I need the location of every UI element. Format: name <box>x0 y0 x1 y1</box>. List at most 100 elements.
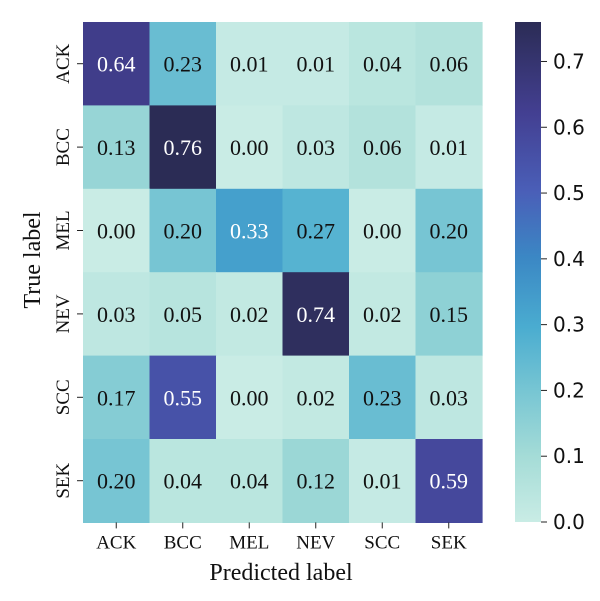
cell-value-label: 0.03 <box>97 302 136 327</box>
heatmap-cell-scc-scc <box>349 355 417 440</box>
cell-value-label: 0.12 <box>297 469 336 494</box>
x-axis-title: Predicted label <box>209 560 353 586</box>
heatmap-cell-nev-sek <box>415 272 483 357</box>
heatmap-cell-sek-bcc <box>149 439 217 523</box>
y-tick-label-ack: ACK <box>53 43 74 83</box>
heatmap-cell-ack-nev <box>282 22 350 106</box>
heatmap-cell-bcc-nev <box>282 105 350 190</box>
y-tick-label-bcc: BCC <box>53 128 74 166</box>
cell-value-label: 0.03 <box>297 135 336 160</box>
heatmap-cell-bcc-ack <box>83 105 151 190</box>
x-tick-label-bcc: BCC <box>164 532 202 553</box>
heatmap-cell-mel-scc <box>349 188 417 273</box>
heatmap-cell-mel-mel <box>216 188 284 273</box>
heatmap-cell-ack-ack <box>83 22 151 106</box>
colorbar-tick-label: 0.5 <box>553 181 585 205</box>
heatmap-cell-bcc-bcc <box>149 105 217 190</box>
heatmap-cell-sek-ack <box>83 439 151 523</box>
cell-value-label: 0.01 <box>297 52 336 77</box>
colorbar-tick-label: 0.3 <box>553 313 585 337</box>
heatmap-cell-bcc-mel <box>216 105 284 190</box>
heatmap-cell-scc-nev <box>282 355 350 440</box>
heatmap-cell-sek-nev <box>282 439 350 523</box>
heatmap-cell-scc-sek <box>415 355 483 440</box>
cell-value-label: 0.00 <box>230 135 269 160</box>
y-tick-label-nev: NEV <box>53 294 74 333</box>
heatmap-cell-nev-ack <box>83 272 151 357</box>
heatmap-cell-mel-ack <box>83 188 151 273</box>
colorbar-tick-label: 0.7 <box>553 49 585 73</box>
cell-value-label: 0.02 <box>230 302 269 327</box>
heatmap-cell-bcc-sek <box>415 105 483 190</box>
cell-value-label: 0.20 <box>97 469 136 494</box>
cell-value-label: 0.05 <box>164 302 203 327</box>
heatmap-cell-nev-mel <box>216 272 284 357</box>
heatmap-cell-sek-sek <box>415 439 483 523</box>
colorbar-tick-label: 0.4 <box>553 247 585 271</box>
cell-value-label: 0.01 <box>430 135 469 160</box>
cell-value-label: 0.27 <box>297 219 336 244</box>
heatmap-cell-sek-mel <box>216 439 284 523</box>
cell-value-label: 0.17 <box>97 385 136 410</box>
cell-value-label: 0.04 <box>363 52 402 77</box>
heatmap-cell-bcc-scc <box>349 105 417 190</box>
y-tick-labels: ACK BCC MEL NEV SCC SEK <box>53 43 83 499</box>
heatmap-cell-sek-scc <box>349 439 417 523</box>
x-tick-label-scc: SCC <box>364 532 400 553</box>
colorbar-tick-label: 0.2 <box>553 378 585 402</box>
cell-value-label: 0.20 <box>164 219 203 244</box>
cell-value-label: 0.00 <box>97 219 136 244</box>
cell-value-label: 0.06 <box>363 135 402 160</box>
y-tick-label-sek: SEK <box>53 462 74 498</box>
cell-value-label: 0.01 <box>363 469 402 494</box>
cell-value-label: 0.59 <box>430 469 469 494</box>
cell-value-label: 0.20 <box>430 219 469 244</box>
x-tick-labels: ACK BCC MEL NEV SCC SEK <box>96 522 467 553</box>
x-tick-label-ack: ACK <box>96 532 136 553</box>
heatmap-cell-scc-mel <box>216 355 284 440</box>
cell-value-label: 0.15 <box>430 302 469 327</box>
cell-value-label: 0.00 <box>363 219 402 244</box>
cell-value-label: 0.02 <box>363 302 402 327</box>
heatmap-cell-ack-scc <box>349 22 417 106</box>
colorbar <box>515 22 541 522</box>
cell-value-label: 0.23 <box>164 52 203 77</box>
cell-value-label: 0.03 <box>430 385 469 410</box>
heatmap-cell-scc-ack <box>83 355 151 440</box>
heatmap-cell-mel-nev <box>282 188 350 273</box>
heatmap-cell-nev-scc <box>349 272 417 357</box>
cell-value-label: 0.23 <box>363 385 402 410</box>
cell-value-label: 0.06 <box>430 52 469 77</box>
colorbar-tick-label: 0.6 <box>553 115 585 139</box>
y-tick-label-mel: MEL <box>53 210 74 250</box>
cell-value-label: 0.04 <box>164 469 203 494</box>
x-tick-label-mel: MEL <box>229 532 269 553</box>
y-tick-label-scc: SCC <box>53 379 74 415</box>
heatmap-cell-mel-bcc <box>149 188 217 273</box>
heatmap-cell-mel-sek <box>415 188 483 273</box>
heatmap-cell-nev-bcc <box>149 272 217 357</box>
cell-value-label: 0.02 <box>297 385 336 410</box>
cell-value-label: 0.04 <box>230 469 269 494</box>
y-axis-title: True label <box>20 211 46 308</box>
cell-value-label: 0.01 <box>230 52 269 77</box>
cell-value-label: 0.33 <box>230 219 269 244</box>
cell-value-label: 0.64 <box>97 52 136 77</box>
heatmap-cell-ack-mel <box>216 22 284 106</box>
cell-value-label: 0.74 <box>297 302 336 327</box>
x-tick-label-nev: NEV <box>296 532 335 553</box>
cell-value-label: 0.00 <box>230 385 269 410</box>
heatmap-cell-ack-bcc <box>149 22 217 106</box>
cell-value-label: 0.13 <box>97 135 136 160</box>
colorbar-tick-label: 0.1 <box>553 444 585 468</box>
cell-value-label: 0.76 <box>164 135 203 160</box>
cell-value-label: 0.55 <box>164 385 203 410</box>
heatmap-cell-scc-bcc <box>149 355 217 440</box>
colorbar-tick-label: 0.0 <box>553 510 585 534</box>
colorbar-ticks: 0.0 0.1 0.2 0.3 0.4 0.5 0.6 0.7 <box>541 49 585 534</box>
x-tick-label-sek: SEK <box>431 532 467 553</box>
heatmap-cell-nev-nev <box>282 272 350 357</box>
heatmap-cells: 0.64 0.23 0.01 0.01 0.04 0.06 0.13 0.76 0.00 0.03… <box>83 22 483 523</box>
heatmap-cell-ack-sek <box>415 22 483 106</box>
